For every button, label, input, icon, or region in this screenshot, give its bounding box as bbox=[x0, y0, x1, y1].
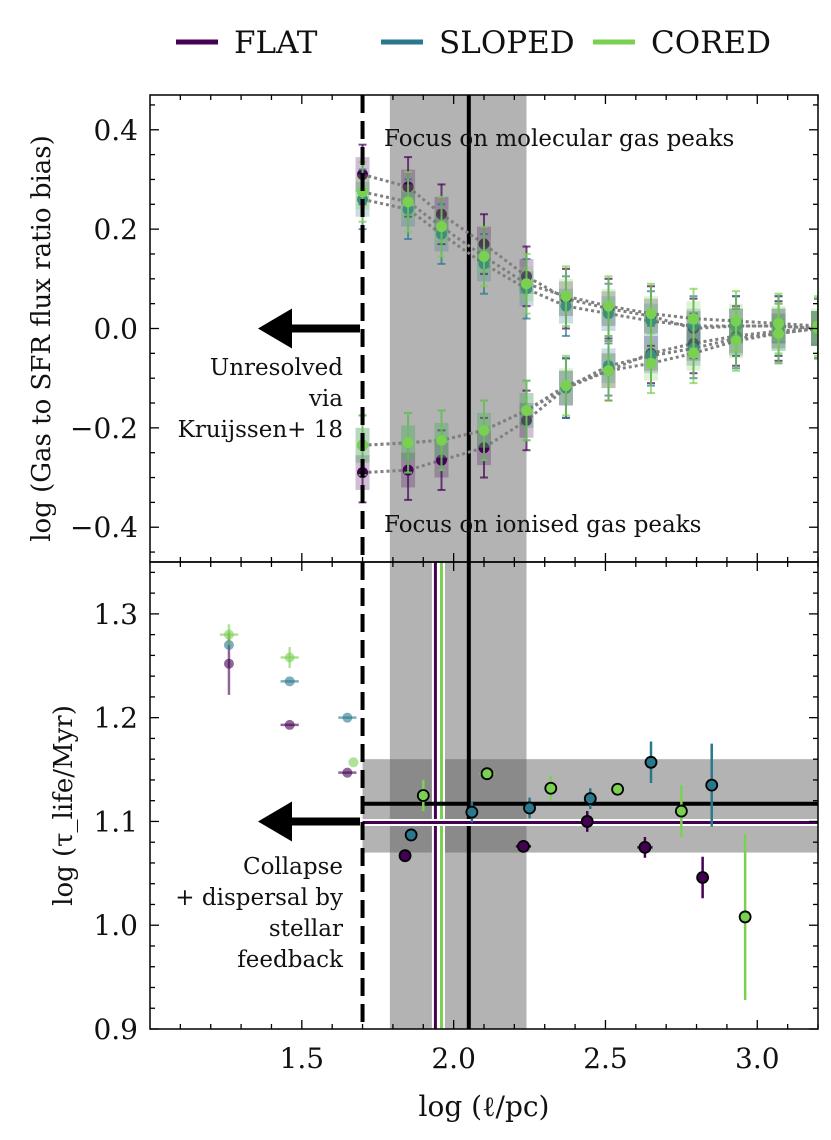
dotted-line-flat-lower bbox=[362, 327, 818, 475]
y-tick-label-bottom: 1.1 bbox=[93, 805, 138, 838]
x-axis-label: log (ℓ/pc) bbox=[419, 1090, 550, 1123]
arrow-head-bottom bbox=[258, 801, 292, 842]
data-point-cored-lower bbox=[773, 327, 785, 339]
data-point-cored-lower bbox=[730, 335, 742, 347]
point-resolved-cored bbox=[674, 804, 688, 818]
x-tick-label: 2.5 bbox=[583, 1042, 628, 1075]
data-point-cored-upper bbox=[645, 308, 657, 320]
dotted-line-cored-upper bbox=[362, 190, 818, 328]
data-point-cored-upper bbox=[560, 290, 572, 302]
dotted-line-cored-lower bbox=[362, 327, 818, 447]
point-unresolved-sloped bbox=[342, 712, 353, 723]
data-point-cored-lower bbox=[435, 434, 447, 446]
y-tick-label-top: −0.2 bbox=[70, 412, 138, 445]
point-resolved-sloped bbox=[583, 792, 597, 806]
annotation-collapse-line: stellar bbox=[269, 916, 343, 942]
annotation-collapse-line: + dispersal by bbox=[175, 885, 343, 911]
point-resolved-cored bbox=[416, 789, 430, 802]
y-axis-label-bottom: log (τ_life/Myr) bbox=[49, 705, 79, 906]
x-tick-label: 3.0 bbox=[735, 1042, 780, 1075]
annotation-molecular: Focus on molecular gas peaks bbox=[384, 126, 734, 152]
point-resolved-flat bbox=[398, 849, 412, 863]
point-unresolved-flat bbox=[284, 719, 295, 730]
data-point-cored-upper bbox=[521, 278, 533, 290]
data-point-cored-lower bbox=[402, 437, 414, 449]
point-resolved-flat bbox=[696, 871, 710, 884]
point-resolved-cored bbox=[611, 782, 624, 796]
data-point-cored-lower bbox=[521, 404, 533, 416]
bottom-plot-area bbox=[219, 562, 818, 1029]
point-resolved-sloped bbox=[404, 828, 418, 842]
annotation-unresolved-line: via bbox=[308, 386, 343, 412]
y-axis-label-top: log (Gas to SFR flux ratio bias) bbox=[27, 135, 57, 542]
point-resolved-sloped bbox=[644, 755, 658, 769]
point-unresolved-flat bbox=[342, 767, 353, 778]
data-point-cored-lower bbox=[602, 365, 614, 377]
x-tick-label: 2.0 bbox=[431, 1042, 476, 1075]
data-point-cored-upper bbox=[478, 250, 490, 262]
point-resolved-cored bbox=[480, 767, 494, 781]
point-resolved-sloped bbox=[465, 805, 479, 819]
point-resolved-cored bbox=[738, 910, 752, 924]
annotation-unresolved-line: Unresolved bbox=[210, 355, 343, 381]
annotation-ionised: Focus on ionised gas peaks bbox=[384, 512, 702, 538]
data-point-cored-upper bbox=[435, 221, 447, 233]
arrow-head-top bbox=[258, 308, 292, 349]
top-shaded-band bbox=[389, 95, 527, 562]
legend-label-sloped: SLOPED bbox=[439, 25, 575, 61]
data-point-cored-lower bbox=[478, 424, 490, 436]
annotation-unresolved-line: Kruijssen+ 18 bbox=[178, 417, 343, 443]
point-resolved-flat bbox=[580, 815, 594, 828]
point-resolved-flat bbox=[638, 840, 652, 854]
legend-label-cored: CORED bbox=[651, 25, 771, 61]
legend-label-flat: FLAT bbox=[234, 25, 318, 61]
annotation-collapse-line: Collapse bbox=[243, 854, 343, 880]
point-resolved-sloped bbox=[523, 801, 536, 815]
y-tick-label-top: 0.4 bbox=[93, 114, 138, 147]
point-resolved-flat bbox=[517, 839, 530, 853]
data-point-cored-lower bbox=[645, 357, 657, 369]
y-tick-label-bottom: 1.0 bbox=[93, 909, 138, 942]
point-unresolved-cored bbox=[284, 652, 295, 663]
y-tick-label-top: 0.0 bbox=[93, 313, 138, 346]
y-tick-label-bottom: 1.3 bbox=[93, 598, 138, 631]
dotted-line-sloped-upper bbox=[362, 197, 818, 330]
data-point-cored-upper bbox=[402, 196, 414, 208]
point-resolved-sloped bbox=[705, 778, 719, 792]
y-tick-label-bottom: 0.9 bbox=[93, 1013, 138, 1046]
point-unresolved-cored bbox=[223, 629, 234, 640]
y-tick-label-top: −0.4 bbox=[70, 511, 138, 544]
point-unresolved-flat bbox=[223, 658, 234, 669]
point-unresolved-sloped bbox=[284, 676, 295, 687]
data-point-cored-lower bbox=[560, 380, 572, 392]
data-point-cored-upper bbox=[688, 313, 700, 325]
point-unresolved-cored bbox=[348, 757, 359, 768]
top-plot-area bbox=[355, 95, 818, 562]
data-point-cored-lower bbox=[688, 347, 700, 359]
y-tick-label-bottom: 1.2 bbox=[93, 702, 138, 735]
data-point-cored-upper bbox=[357, 186, 369, 198]
y-tick-label-top: 0.2 bbox=[93, 213, 138, 246]
point-resolved-cored bbox=[544, 781, 558, 795]
annotation-collapse-line: feedback bbox=[237, 947, 344, 973]
dotted-line-flat-upper bbox=[362, 173, 818, 331]
x-tick-label: 1.5 bbox=[280, 1042, 325, 1075]
data-point-cored-upper bbox=[602, 300, 614, 312]
